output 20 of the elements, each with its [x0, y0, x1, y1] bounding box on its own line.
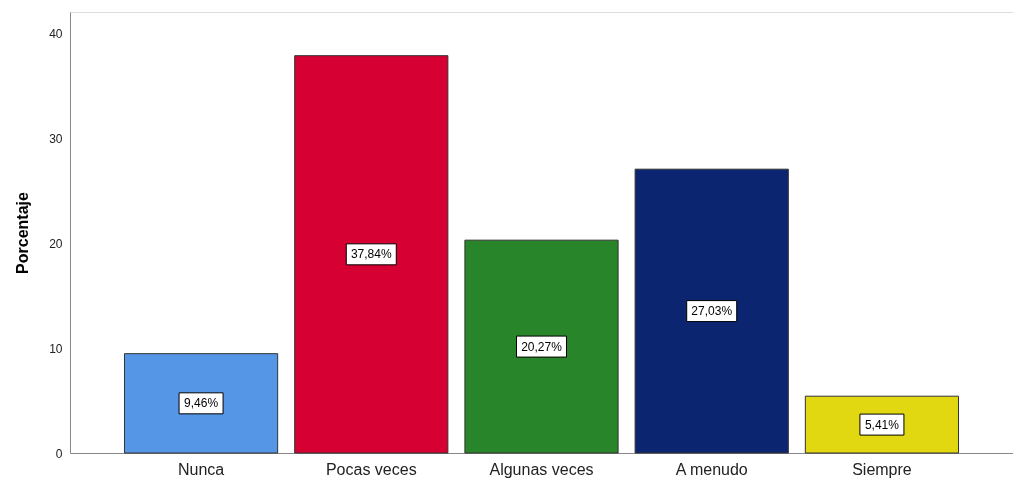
data-label: 27,03% — [691, 304, 733, 319]
bar — [634, 168, 789, 454]
data-label: 5,41% — [864, 417, 900, 432]
x-tick-label: Algunas veces — [489, 460, 594, 478]
y-tick-label: 40 — [49, 26, 63, 41]
bar — [294, 55, 449, 454]
data-label: 20,27% — [521, 339, 563, 354]
bar — [123, 353, 279, 454]
bar — [464, 239, 619, 454]
y-axis-title: Porcentaje — [14, 191, 32, 274]
x-tick-label: Nunca — [177, 460, 225, 478]
y-tick-label: 20 — [49, 236, 63, 251]
y-tick-label: 30 — [49, 131, 63, 146]
data-label: 37,84% — [350, 247, 392, 262]
x-tick-label: Siempre — [852, 460, 912, 478]
data-label: 9,46% — [184, 396, 219, 411]
x-tick-label: Pocas veces — [325, 460, 417, 478]
x-tick-label: A menudo — [675, 460, 748, 478]
y-tick-label: 10 — [49, 341, 63, 356]
y-tick-label: 0 — [55, 446, 63, 461]
